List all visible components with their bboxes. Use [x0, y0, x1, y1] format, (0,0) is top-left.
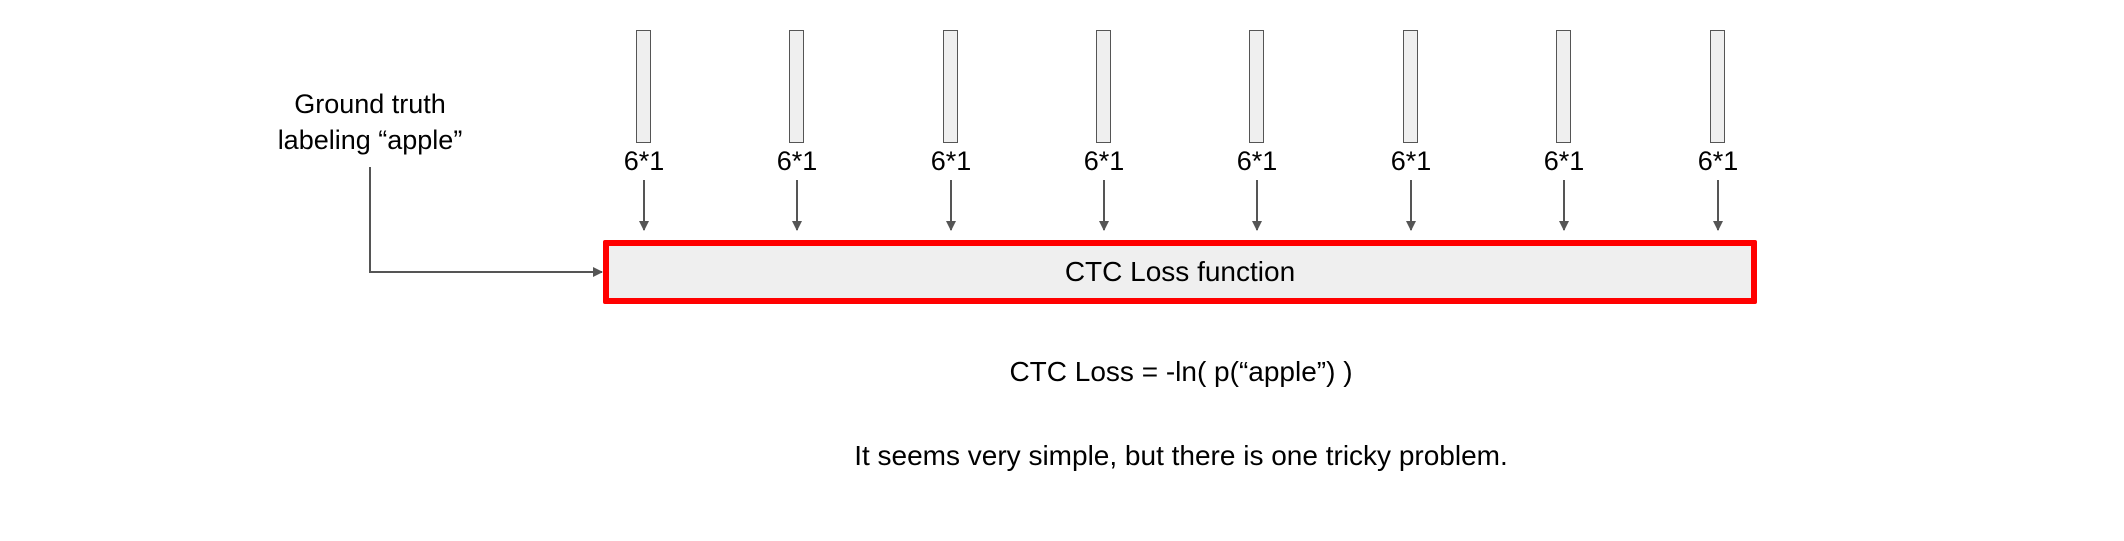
ctc-loss-formula: CTC Loss = -ln( p(“apple”) ) — [1009, 356, 1353, 387]
ground-truth-line1: Ground truth — [294, 89, 446, 119]
caption-text: It seems very simple, but there is one t… — [854, 440, 1508, 471]
output-vector-5 — [1249, 30, 1264, 143]
vector-dimension-label: 6*1 — [1543, 146, 1585, 176]
ground-truth-line2: labeling “apple” — [277, 125, 463, 155]
ctc-loss-box: CTC Loss function — [603, 240, 1757, 304]
output-vector-6 — [1403, 30, 1418, 143]
ground-truth-arrow — [369, 167, 603, 277]
vector-dimension-label: 6*1 — [930, 146, 972, 176]
output-vector-3 — [943, 30, 958, 143]
vector-dimension-label: 6*1 — [1697, 146, 1739, 176]
ground-truth-label: Ground truth labeling “apple” — [250, 86, 490, 158]
output-vector-8 — [1710, 30, 1725, 143]
output-vector-7 — [1556, 30, 1571, 143]
vector-dimension-label: 6*1 — [623, 146, 665, 176]
vector-dimension-label: 6*1 — [1390, 146, 1432, 176]
vector-dimension-label: 6*1 — [1236, 146, 1278, 176]
vector-dimension-label: 6*1 — [1083, 146, 1125, 176]
output-vector-1 — [636, 30, 651, 143]
output-vector-4 — [1096, 30, 1111, 143]
ctc-loss-box-label: CTC Loss function — [1064, 256, 1296, 287]
output-vector-2 — [789, 30, 804, 143]
vector-dimension-label: 6*1 — [776, 146, 818, 176]
